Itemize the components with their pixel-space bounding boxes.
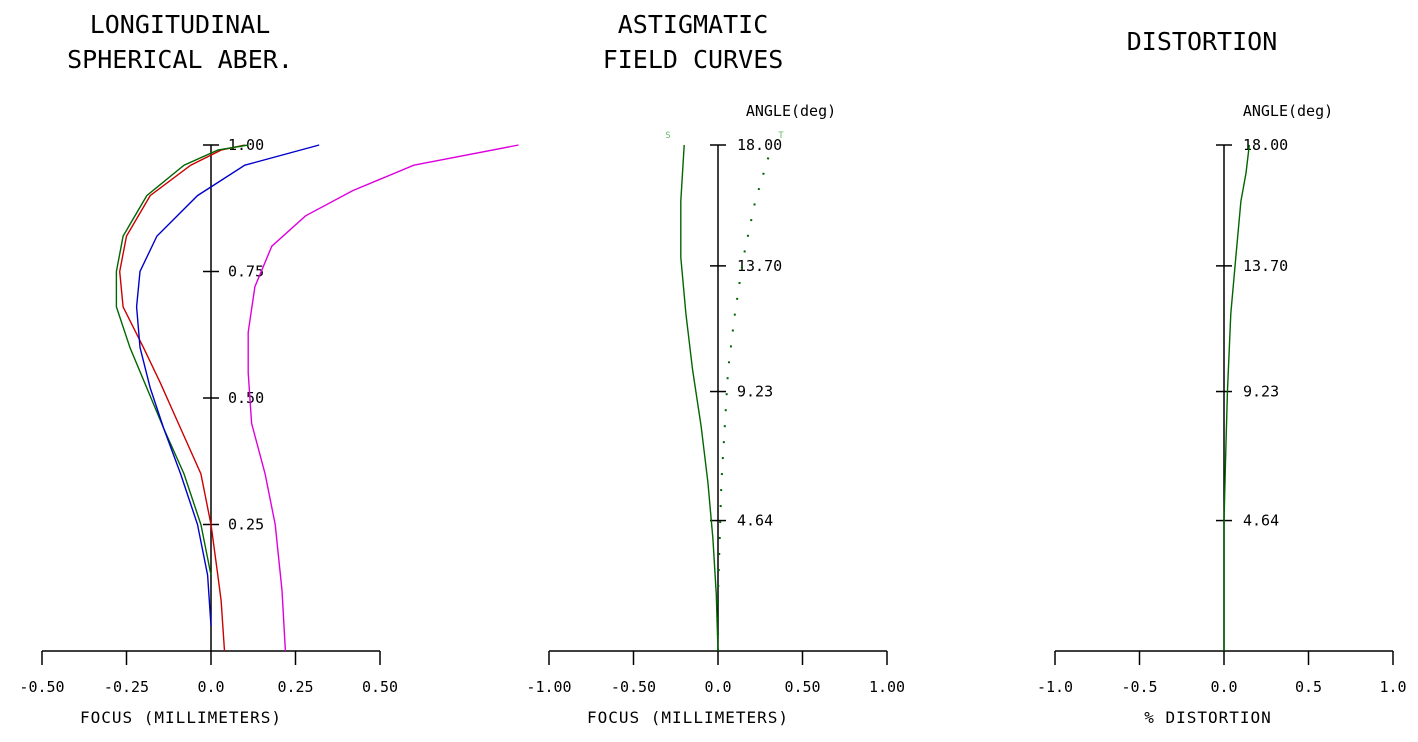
y-tick-label: 18.00 [1243,136,1288,154]
y-tick-label: 9.23 [1243,383,1279,401]
chart-title-line: ASTIGMATIC [618,10,769,39]
x-tick-label: 1.0 [1379,678,1406,696]
distortion-chart: DISTORTION ANGLE(deg) -1.0 -0.5 0.0 0.5 1.0 % D… [1037,27,1407,727]
x-tick-label: -0.25 [104,678,149,696]
y-tick-label: 4.64 [737,512,773,530]
y-tick-label: 4.64 [1243,512,1279,530]
x-tick-label: 0.50 [362,678,398,696]
x-tick-label: -1.0 [1037,678,1073,696]
chart-title-line: DISTORTION [1127,27,1278,56]
x-axis-title: FOCUS (MILLIMETERS) [587,708,789,727]
x-tick-label: 0.25 [277,678,313,696]
spherical-aberration-chart: LONGITUDINAL SPHERICAL ABER. -0.50 -0.25 0.0… [19,10,519,727]
x-tick-label: -1.00 [526,678,571,696]
series-line [118,144,245,652]
x-tick-label: 1.00 [869,678,905,696]
sagittal-marker: S [665,131,670,141]
x-tick-label: 0.0 [197,678,224,696]
y-axis-label: ANGLE(deg) [746,102,836,120]
series-line [680,144,719,652]
x-tick-label: -0.50 [611,678,656,696]
y-tick-label: 13.70 [737,257,782,275]
chart-title-line: LONGITUDINAL [90,10,271,39]
series-line [115,144,249,576]
chart-title-line: SPHERICAL ABER. [67,45,293,74]
x-tick-label: 0.0 [1210,678,1237,696]
tangential-marker: T [778,131,784,141]
y-tick-label: 0.25 [228,516,264,534]
y-tick-label: 0.75 [228,263,264,281]
y-tick-label: 0.50 [228,389,264,407]
y-axis-label: ANGLE(deg) [1243,102,1333,120]
x-tick-label: 0.5 [1295,678,1322,696]
x-tick-label: -0.5 [1121,678,1157,696]
x-axis-title: % DISTORTION [1144,708,1272,727]
y-tick-label: 9.23 [737,383,773,401]
series-line [1223,144,1250,651]
x-tick-label: -0.50 [19,678,64,696]
y-tick-label: 18.00 [737,136,782,154]
x-axis-title: FOCUS (MILLIMETERS) [80,708,282,727]
series-line [135,144,320,626]
x-tick-label: 0.50 [784,678,820,696]
x-tick-label: 0.0 [704,678,731,696]
y-tick-label: 13.70 [1243,257,1288,275]
astigmatic-field-curves-chart: ASTIGMATIC FIELD CURVES ANGLE(deg) -1.00 -0.… [526,10,905,727]
series-line [247,144,519,652]
chart-title-line: FIELD CURVES [603,45,784,74]
